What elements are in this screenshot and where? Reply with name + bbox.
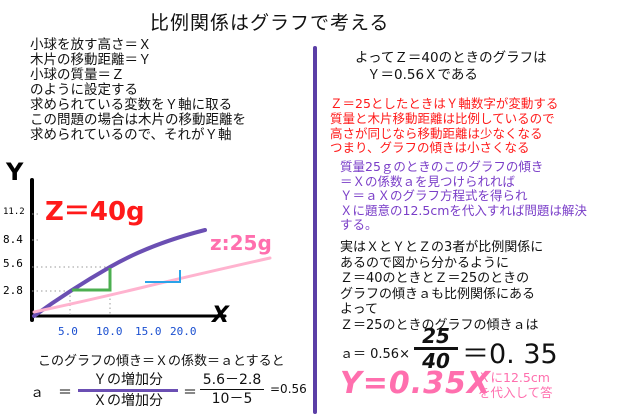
note-line: を代入して答 <box>478 385 553 400</box>
definition-line: 小球を放す高さ＝Ｘ <box>30 37 152 53</box>
y-axis-label: Y <box>5 158 24 186</box>
ratio-fraction: 25 40 <box>414 326 458 371</box>
slope-result: ＝0. 35 <box>462 339 558 370</box>
slope-caption: このグラフの傾き＝Ｘの係数＝ａとすると <box>38 354 285 369</box>
y-tick-label: 11.2 <box>3 207 25 217</box>
x-tick-label: 15.0 <box>135 325 162 338</box>
proportion-graph: Y X 11.2 8.4 5.6 2.8 5.0 10.0 15.0 20.0 … <box>3 158 272 338</box>
fraction-numerator: Ｙの増加分 <box>93 372 163 388</box>
label-z25: z:25g <box>210 231 272 255</box>
slope-triangle-z40 <box>72 268 112 292</box>
line-z40 <box>32 228 207 318</box>
definition-line: のように設定する <box>30 82 138 98</box>
y-tick-label: 8.4 <box>3 233 23 246</box>
red-explanation: 質量と木片移動距離は比例しているので 高さが同じなら移動距離は少なくなる つまり… <box>330 111 555 156</box>
definition-line: 小球の質量＝Ｚ <box>30 67 125 83</box>
fraction-bar <box>78 389 178 392</box>
definition-line: 木片の移動距離＝Ｙ <box>30 52 152 68</box>
definition-line: この問題の場合は木片の移動距離を <box>30 112 246 128</box>
line-z25 <box>32 256 272 314</box>
explanation-line: ＝Ｘの係数ａを見つけられれば <box>340 173 516 189</box>
slope-definition-fraction: Ｙの増加分 Ｘの増加分 <box>78 371 178 410</box>
explanation-line: 実はＸとＹとＺの3者が比例関係に <box>340 240 544 255</box>
fraction-bar <box>414 347 458 350</box>
x-tick-label: 5.0 <box>58 325 78 338</box>
slope-value-result: =0.56 <box>270 382 307 396</box>
proportion-explanation: 実はＸとＹとＺの3者が比例関係に あるので図から分かるように Ｚ＝40のときとＺ… <box>340 240 543 333</box>
slope-value-fraction: 5.6－2.8 10－5 <box>200 371 264 408</box>
final-note: Ｘに12.5cm を代入して答 <box>478 370 553 400</box>
fraction-denominator: 10－5 <box>211 391 253 407</box>
equals-sign: ＝ <box>58 385 72 401</box>
explanation-line: よって <box>340 302 378 317</box>
definition-line: 求められているので、それがＹ軸 <box>30 127 232 143</box>
purple-explanation: 質量25ｇのときのこのグラフの傾き ＝Ｘの係数ａを見つけられれば Ｙ＝ａＸのグラ… <box>340 159 587 233</box>
page-title: 比例関係はグラフで考える <box>150 12 390 34</box>
explanation-line: Ｚ＝40のときとＺ＝25のときの <box>340 271 530 286</box>
column-divider <box>313 46 317 414</box>
slope-triangle-z25 <box>145 270 181 283</box>
note-line: Ｘに12.5cm <box>478 370 550 385</box>
equals-sign: ＝ <box>183 385 197 401</box>
explanation-line: する。 <box>340 217 378 232</box>
explanation-line: Ｙ＝ａＸのグラフ方程式を得られ <box>340 188 528 203</box>
variable-definitions: 小球を放す高さ＝Ｘ 木片の移動距離＝Ｙ 小球の質量＝Ｚ のように設定する 求めら… <box>30 38 246 143</box>
red-note: Ｚ＝25としたときはＹ軸数字が変動する <box>330 96 559 111</box>
explanation-line: 質量25ｇのときのこのグラフの傾き <box>340 159 544 174</box>
fraction-numerator: 5.6－2.8 <box>202 372 262 388</box>
label-z40: Z＝40g <box>45 197 145 227</box>
y-tick-label: 2.8 <box>3 284 23 297</box>
x-tick-label: 10.0 <box>96 325 123 338</box>
fraction-denominator: Ｘの増加分 <box>93 393 163 409</box>
conclusion-line: Ｙ＝0.56Ｘである <box>367 67 478 83</box>
explanation-line: つまり、グラフの傾きは小さくなる <box>330 140 530 155</box>
explanation-line: Ｚ＝25のときのグラフの傾きａは <box>340 317 539 333</box>
final-equation: Y=0.35X <box>340 366 492 401</box>
ratio-numerator: 25 <box>422 324 450 348</box>
x-tick-label: 20.0 <box>170 325 197 338</box>
slope-calc-prefix: ａ＝ 0.56× <box>340 347 410 362</box>
definition-line: 求められている変数をＹ軸に取る <box>30 97 233 113</box>
x-axis-label: X <box>210 303 230 328</box>
slope-symbol: ａ <box>30 385 44 401</box>
fraction-bar <box>200 389 264 390</box>
ratio-denominator: 40 <box>422 349 450 373</box>
explanation-line: 質量と木片移動距離は比例しているので <box>330 111 555 126</box>
conclusion-line: よってＺ＝40のときのグラフは <box>355 50 547 66</box>
explanation-line: 高さが同じなら移動距離は少なくなる <box>330 125 543 141</box>
explanation-line: Ｘに題意の12.5cmを代入すれば問題は解決 <box>340 202 587 218</box>
y-tick-label: 5.6 <box>3 257 23 270</box>
explanation-line: グラフの傾きａも比例関係にある <box>340 286 536 302</box>
conclusion-z40: よってＺ＝40のときのグラフは Ｙ＝0.56Ｘである <box>355 50 547 84</box>
explanation-line: あるので図から分かるように <box>340 255 510 271</box>
